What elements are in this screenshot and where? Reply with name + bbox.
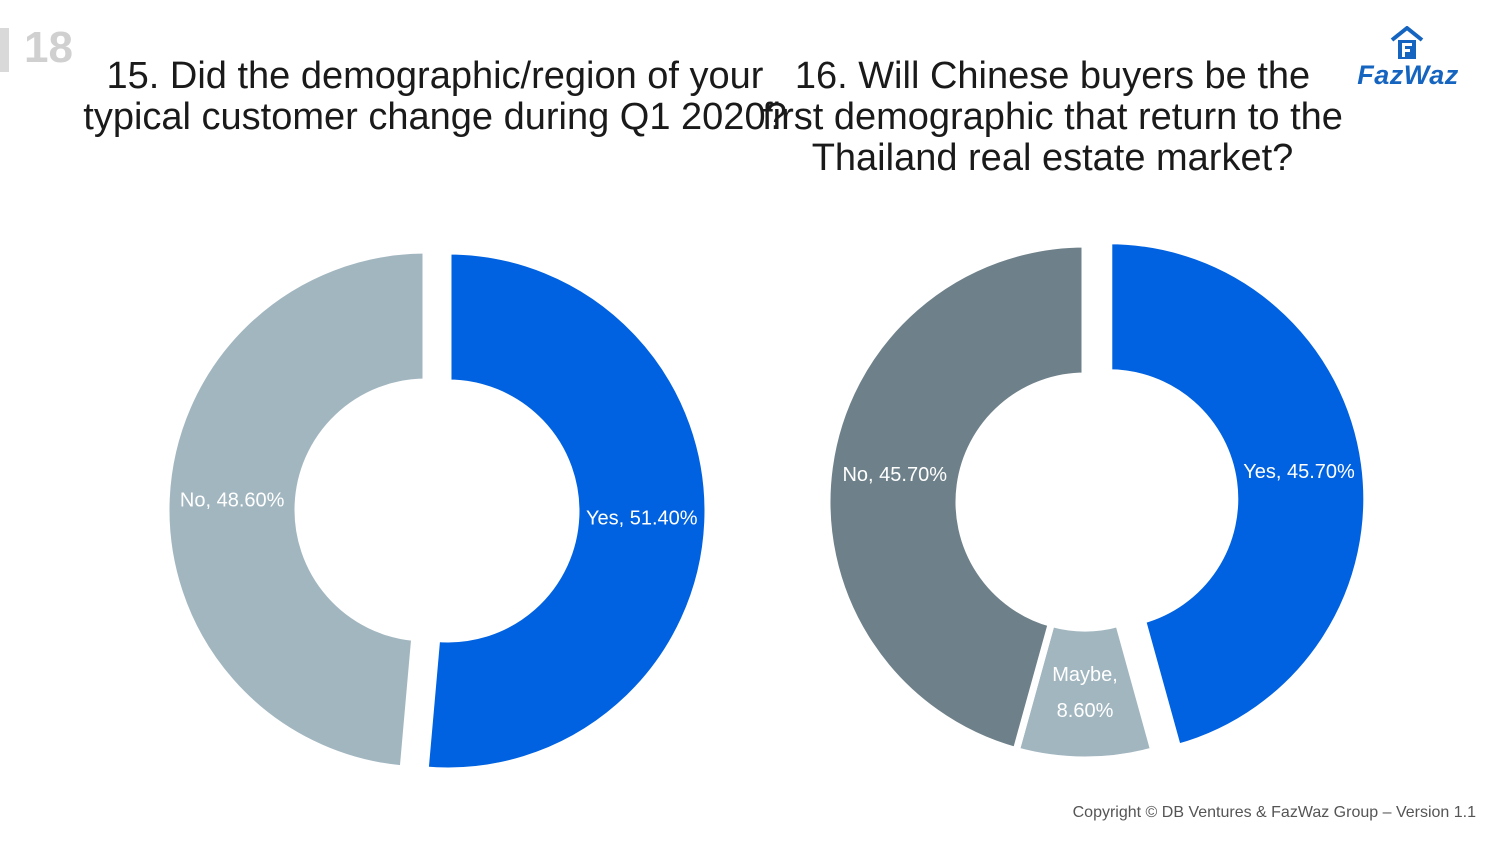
slice-yes [1105,237,1371,752]
data-label-yes: Yes, 45.70% [1243,461,1355,483]
data-label-maybe: Maybe, 8.60% [1052,664,1118,722]
donut-chart-1: Yes, 51.40% No, 48.60% [162,246,712,775]
building-flag-icon [1390,26,1424,59]
data-label-no: No, 48.60% [180,490,285,512]
slice-yes [421,247,712,775]
fazwaz-logo: FazWaz [1352,26,1464,92]
page-number: 18 [24,23,73,72]
data-label-no: No, 45.70% [842,464,947,486]
slice-no [162,246,430,773]
page-marker-bar [0,28,9,72]
donut-chart-2: Yes, 45.70% Maybe, 8.60% No, 45.70% [823,237,1371,764]
logo-text: FazWaz [1357,60,1459,90]
copyright-footer: Copyright © DB Ventures & FazWaz Group –… [1072,804,1476,821]
data-label-yes: Yes, 51.40% [586,508,698,530]
slice-no [823,240,1089,755]
chart-title-q16: 16. Will Chinese buyers be the first dem… [762,55,1343,179]
chart-title-q15: 15. Did the demographic/region of your t… [83,55,787,138]
